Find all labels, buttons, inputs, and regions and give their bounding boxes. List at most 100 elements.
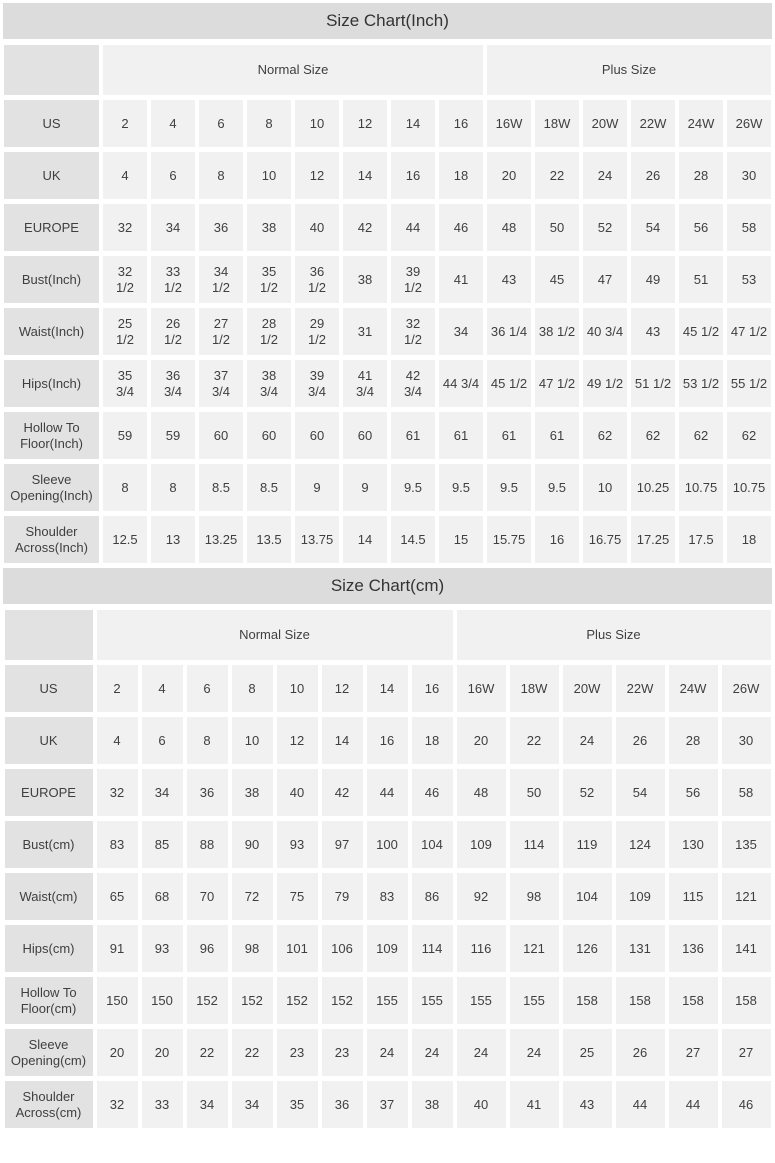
size-value-cell: 32 — [96, 769, 138, 816]
size-chart-inch-section: Size Chart(Inch) Normal Size Plus Size U… — [0, 3, 775, 568]
size-value-cell: 59 — [103, 412, 147, 459]
size-value-cell: 14 — [343, 516, 387, 563]
size-value-cell: 20 — [456, 717, 506, 764]
table-row: US 2 4 6 8 10 12 14 16 16W 18W 20W 22W 24W 26W — [4, 665, 771, 712]
chart-title-inch: Size Chart(Inch) — [3, 3, 772, 39]
size-value-cell: 33 1/2 — [151, 256, 195, 303]
size-value-cell: 8 — [199, 152, 243, 199]
size-value-cell: 20W — [562, 665, 612, 712]
size-value-cell: 150 — [141, 977, 183, 1024]
size-value-cell: 2 — [96, 665, 138, 712]
table-row: Shoulder Across(Inch) 12.5 13 13.25 13.5 13.7… — [4, 516, 771, 563]
size-value-cell: 61 — [535, 412, 579, 459]
size-value-cell: 10.75 — [679, 464, 723, 511]
size-value-cell: 33 — [141, 1081, 183, 1128]
size-value-cell: 126 — [562, 925, 612, 972]
row-label: Hips(cm) — [4, 925, 93, 972]
size-value-cell: 56 — [679, 204, 723, 251]
size-value-cell: 28 1/2 — [247, 308, 291, 355]
size-value-cell: 36 1/4 — [487, 308, 531, 355]
size-value-cell: 38 — [411, 1081, 453, 1128]
size-value-cell: 115 — [668, 873, 718, 920]
size-value-cell: 90 — [231, 821, 273, 868]
size-table-inch: Normal Size Plus Size US 2 4 6 8 10 12 14 16 16W 1… — [0, 40, 775, 568]
size-value-cell: 24 — [411, 1029, 453, 1076]
row-label: EUROPE — [4, 204, 99, 251]
size-value-cell: 12 — [295, 152, 339, 199]
row-label: Hips(Inch) — [4, 360, 99, 407]
size-value-cell: 98 — [231, 925, 273, 972]
size-value-cell: 52 — [562, 769, 612, 816]
size-value-cell: 40 — [276, 769, 318, 816]
group-header-plus-size: Plus Size — [456, 610, 771, 660]
size-value-cell: 158 — [721, 977, 771, 1024]
size-value-cell: 152 — [186, 977, 228, 1024]
size-value-cell: 24W — [668, 665, 718, 712]
size-value-cell: 43 — [631, 308, 675, 355]
size-value-cell: 38 — [231, 769, 273, 816]
size-value-cell: 45 1/2 — [679, 308, 723, 355]
size-value-cell: 40 3/4 — [583, 308, 627, 355]
size-value-cell: 36 — [321, 1081, 363, 1128]
size-value-cell: 9.5 — [391, 464, 435, 511]
size-value-cell: 86 — [411, 873, 453, 920]
size-value-cell: 114 — [509, 821, 559, 868]
size-value-cell: 8 — [103, 464, 147, 511]
size-value-cell: 17.5 — [679, 516, 723, 563]
size-value-cell: 25 1/2 — [103, 308, 147, 355]
size-value-cell: 32 — [103, 204, 147, 251]
size-value-cell: 45 — [535, 256, 579, 303]
size-value-cell: 14 — [391, 100, 435, 147]
size-value-cell: 34 — [141, 769, 183, 816]
size-value-cell: 46 — [439, 204, 483, 251]
size-value-cell: 62 — [679, 412, 723, 459]
size-value-cell: 26 — [615, 717, 665, 764]
size-value-cell: 93 — [141, 925, 183, 972]
size-value-cell: 61 — [487, 412, 531, 459]
size-value-cell: 65 — [96, 873, 138, 920]
row-label: Waist(Inch) — [4, 308, 99, 355]
size-value-cell: 14 — [366, 665, 408, 712]
size-value-cell: 4 — [151, 100, 195, 147]
size-value-cell: 41 3/4 — [343, 360, 387, 407]
size-value-cell: 109 — [456, 821, 506, 868]
size-value-cell: 26 1/2 — [151, 308, 195, 355]
size-value-cell: 152 — [231, 977, 273, 1024]
size-value-cell: 36 — [186, 769, 228, 816]
size-value-cell: 37 3/4 — [199, 360, 243, 407]
size-value-cell: 23 — [276, 1029, 318, 1076]
size-value-cell: 36 1/2 — [295, 256, 339, 303]
size-value-cell: 85 — [141, 821, 183, 868]
size-value-cell: 10 — [231, 717, 273, 764]
size-value-cell: 35 1/2 — [247, 256, 291, 303]
size-chart-cm-section: Size Chart(cm) Normal Size Plus Size US 2… — [0, 568, 775, 1133]
size-value-cell: 121 — [509, 925, 559, 972]
size-value-cell: 24 — [456, 1029, 506, 1076]
row-label: Bust(Inch) — [4, 256, 99, 303]
size-value-cell: 61 — [439, 412, 483, 459]
size-value-cell: 27 1/2 — [199, 308, 243, 355]
chart-title-cm: Size Chart(cm) — [3, 568, 772, 604]
size-value-cell: 48 — [456, 769, 506, 816]
size-value-cell: 41 — [439, 256, 483, 303]
size-value-cell: 30 — [721, 717, 771, 764]
row-label: Hollow To Floor(cm) — [4, 977, 93, 1024]
size-value-cell: 150 — [96, 977, 138, 1024]
table-row: Hips(cm) 91 93 96 98 101 106 109 114 116 121 126 131… — [4, 925, 771, 972]
size-value-cell: 70 — [186, 873, 228, 920]
size-value-cell: 135 — [721, 821, 771, 868]
size-value-cell: 54 — [615, 769, 665, 816]
size-value-cell: 47 1/2 — [535, 360, 579, 407]
size-value-cell: 155 — [366, 977, 408, 1024]
size-value-cell: 43 — [487, 256, 531, 303]
size-value-cell: 93 — [276, 821, 318, 868]
size-value-cell: 34 — [231, 1081, 273, 1128]
size-value-cell: 38 3/4 — [247, 360, 291, 407]
size-value-cell: 101 — [276, 925, 318, 972]
size-value-cell: 42 — [343, 204, 387, 251]
size-value-cell: 38 — [247, 204, 291, 251]
size-value-cell: 22 — [186, 1029, 228, 1076]
size-value-cell: 45 1/2 — [487, 360, 531, 407]
size-value-cell: 55 1/2 — [727, 360, 771, 407]
size-value-cell: 13.25 — [199, 516, 243, 563]
